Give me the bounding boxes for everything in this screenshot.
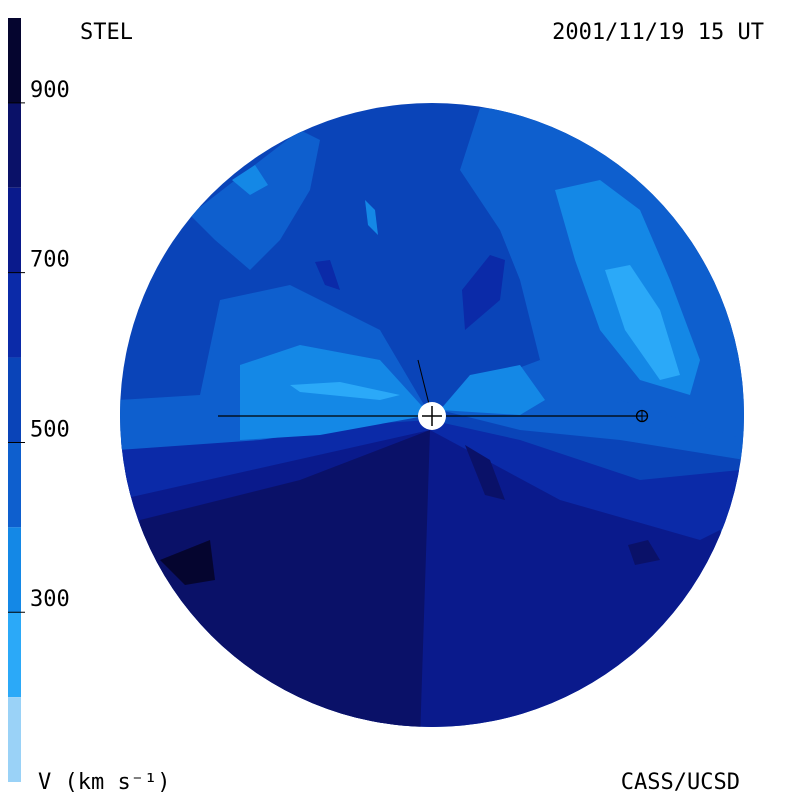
region-slowest-eq bbox=[290, 382, 400, 400]
region-southeast-dark bbox=[465, 445, 505, 500]
timestamp-label: 2001/11/19 15 UT bbox=[552, 20, 764, 45]
credit-label: CASS/UCSD bbox=[620, 770, 740, 795]
colorbar-band bbox=[8, 527, 21, 613]
colorbar-band bbox=[8, 697, 21, 782]
colorbar-band bbox=[8, 442, 21, 528]
colorbar-band bbox=[8, 357, 21, 443]
observatory-label: STEL bbox=[80, 20, 133, 45]
region-slow-nw bbox=[232, 165, 268, 195]
region-southern-transition bbox=[120, 420, 740, 540]
region-southern-core bbox=[140, 430, 430, 727]
region-north-fast bbox=[462, 255, 505, 330]
colorbar-band bbox=[8, 18, 21, 103]
region-southern-darkest bbox=[160, 540, 215, 585]
colorbar-band bbox=[8, 102, 21, 188]
colorbar-band bbox=[8, 272, 21, 358]
region-north-fast-small bbox=[315, 260, 340, 290]
colorbar-band bbox=[8, 187, 21, 273]
colorbar-tick-label: 500 bbox=[30, 417, 70, 442]
region-nw bbox=[190, 130, 320, 270]
colorbar-unit-label: V (km s⁻¹) bbox=[38, 770, 171, 795]
region-slowest-ne bbox=[605, 265, 680, 380]
region-slow-right bbox=[440, 365, 545, 415]
colorbar-tick-label: 300 bbox=[30, 587, 70, 612]
colorbar: 900 700 500 300 bbox=[8, 18, 70, 782]
region-slow-north bbox=[365, 200, 378, 235]
colorbar-tick-label: 700 bbox=[30, 248, 70, 273]
colorbar-tick-label: 900 bbox=[30, 78, 70, 103]
colorbar-band bbox=[8, 612, 21, 698]
map-overlay bbox=[218, 359, 649, 430]
region-east-dark bbox=[628, 540, 660, 565]
